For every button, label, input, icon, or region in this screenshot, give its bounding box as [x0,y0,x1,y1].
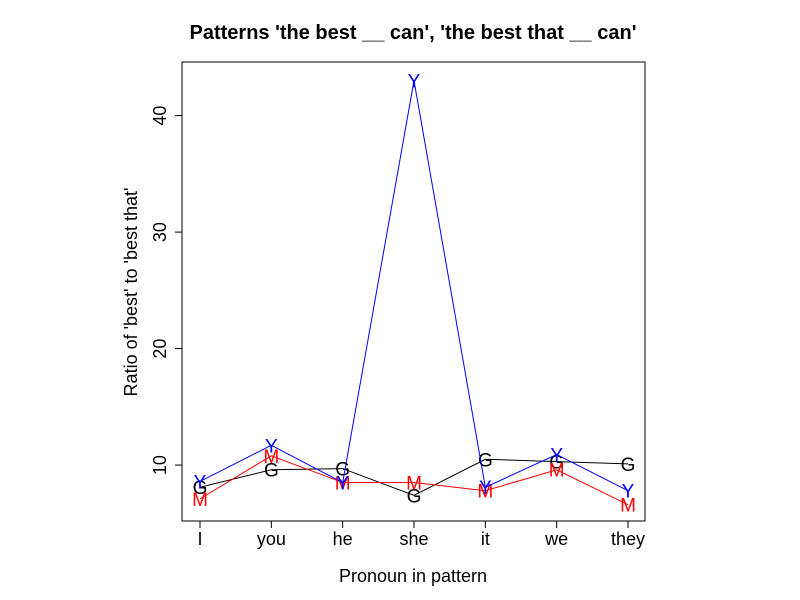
series-y-point: Y [622,482,635,503]
y-tick-label: 20 [150,339,170,359]
series-m: M M M M M M M [192,447,636,517]
series-m-point: M [549,461,565,482]
series-y-point: Y [408,72,421,93]
series-y: Y Y Y Y Y Y Y [194,72,635,503]
x-tick-label: they [611,529,645,549]
series-g-point: G [407,486,422,507]
series-g-point: G [335,460,350,481]
x-tick-label: I [197,529,202,549]
x-tick-label: he [333,529,353,549]
plot-frame [181,61,646,522]
series-g-line [199,458,629,496]
y-axis-label: Ratio of 'best' to 'best that' [121,188,141,397]
y-tick-label: 30 [150,222,170,242]
series-m-point: M [477,482,493,503]
series-m-point: M [335,474,351,495]
series-y-point: Y [550,446,563,467]
series-y-point: Y [265,436,278,457]
y-axis: 10 20 30 40 [150,106,182,475]
x-tick-label: it [481,529,490,549]
series-y-point: Y [336,474,349,495]
series-g-point: G [549,453,564,474]
series-g-point: G [193,478,208,499]
series-m-point: M [406,474,422,495]
x-tick-label: you [257,529,286,549]
series-m-line [199,455,629,506]
chart-title: Patterns 'the best __ can', 'the best th… [190,22,637,44]
series-y-line [199,80,629,492]
series-y-point: Y [194,472,207,493]
y-tick-label: 10 [150,455,170,475]
x-tick-label: we [544,529,568,549]
x-tick-label: she [399,529,428,549]
series-m-point: M [263,447,279,468]
x-axis-label: Pronoun in pattern [339,566,487,586]
series-m-point: M [192,490,208,511]
y-tick-label: 40 [150,106,170,126]
series-g-point: G [264,461,279,482]
series-g-point: G [478,450,493,471]
series-g: G G G G G G G [193,450,636,507]
series-m-point: M [620,496,636,517]
series-g-point: G [621,455,636,476]
series-y-point: Y [479,478,492,499]
